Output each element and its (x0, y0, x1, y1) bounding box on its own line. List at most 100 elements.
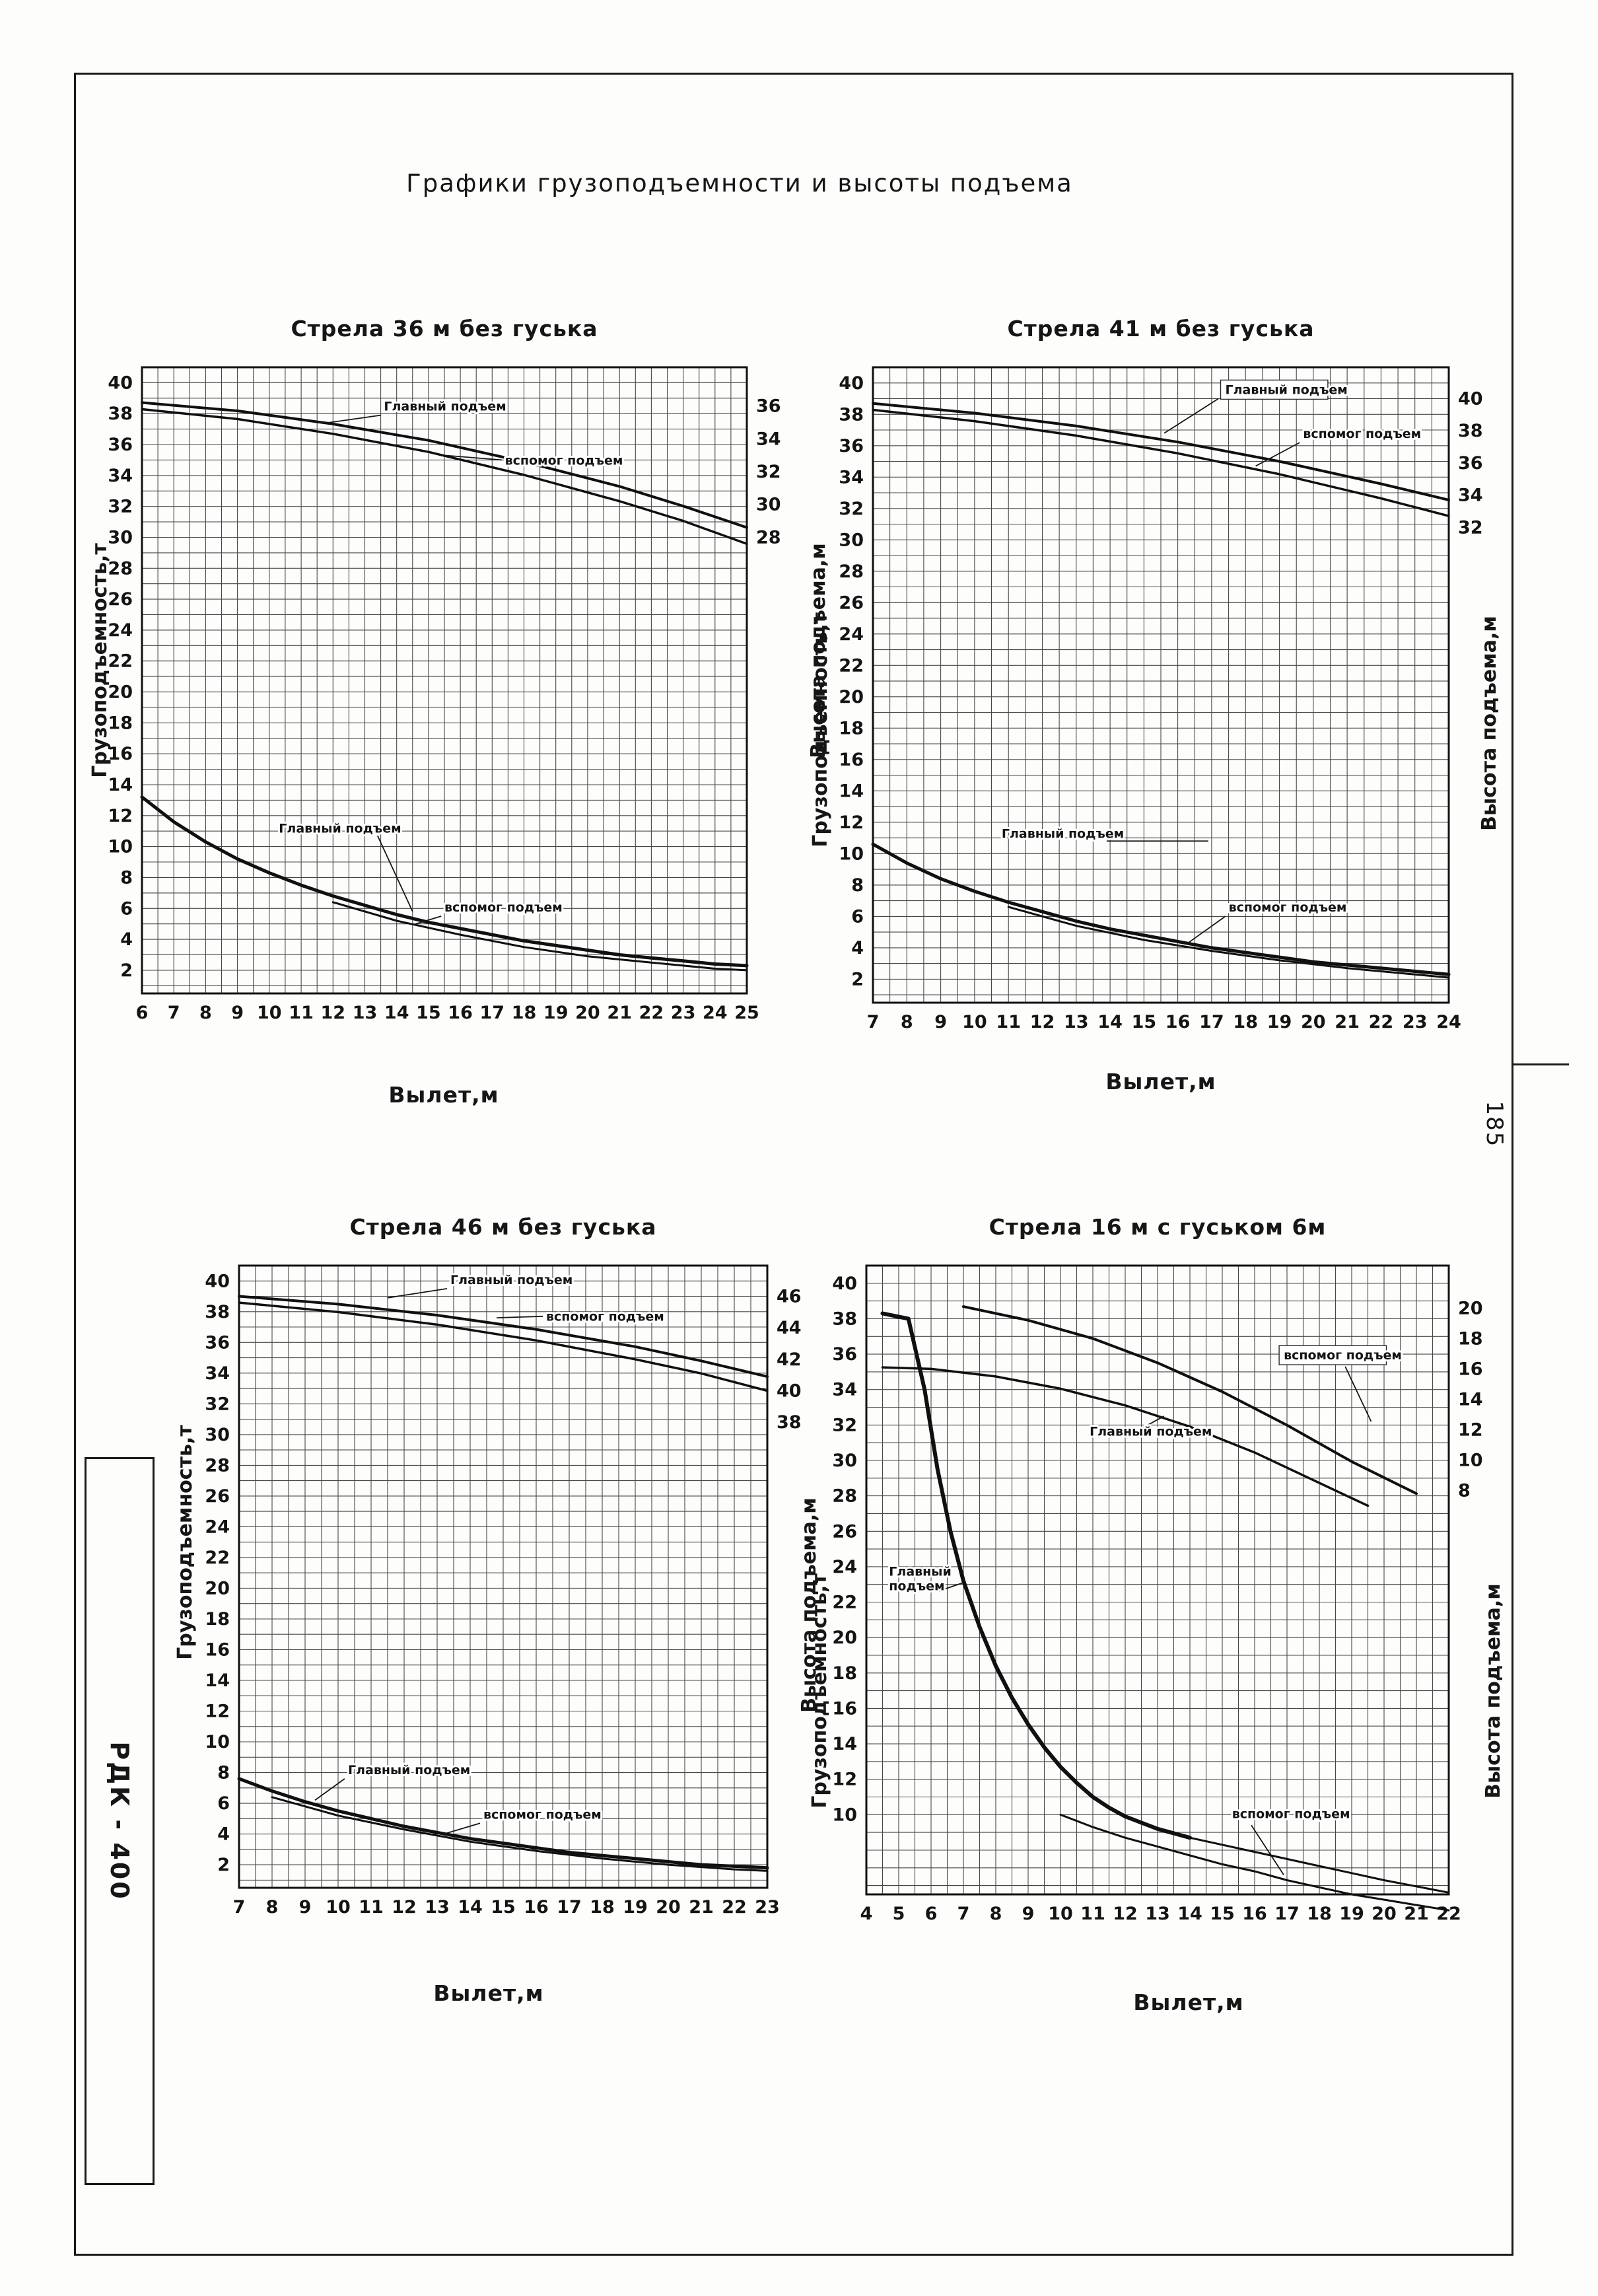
x-tick-label: 10 (962, 1012, 987, 1032)
annotation-leader-line (1187, 915, 1226, 944)
chart1-yaxis-left-title: Грузоподъемность,т (88, 543, 112, 778)
x-tick-label: 19 (1267, 1012, 1292, 1032)
y-left-tick-label: 20 (839, 687, 864, 707)
chart3-xaxis-title: Вылет,м (433, 1980, 544, 2006)
y-left-tick-label: 16 (108, 744, 133, 764)
x-tick-label: 9 (934, 1012, 947, 1032)
x-tick-label: 13 (353, 1003, 378, 1023)
annotation-label: Главный подъем (1002, 827, 1124, 842)
x-tick-label: 10 (257, 1003, 282, 1023)
x-tick-label: 22 (1369, 1012, 1394, 1032)
y-left-tick-label: 8 (851, 875, 864, 896)
x-tick-label: 6 (925, 1904, 938, 1924)
y-left-tick-label: 10 (832, 1805, 857, 1825)
annotation-leader-line (326, 414, 381, 424)
y-right-tick-label: 32 (1458, 517, 1483, 538)
annotation-leader-line (1251, 1824, 1284, 1875)
chart4-yaxis-left-title: Грузоподъемность,т (808, 1573, 831, 1809)
height-main-line (872, 402, 1450, 501)
annotation-label: Главный подъем (1226, 382, 1348, 397)
x-tick-label: 20 (1301, 1012, 1326, 1032)
x-tick-label: 21 (1335, 1012, 1360, 1032)
right-edge-tick-line (1513, 1063, 1569, 1065)
annotation-leader-line (387, 1288, 448, 1299)
x-tick-label: 20 (1372, 1904, 1397, 1924)
x-tick-label: 10 (1048, 1904, 1073, 1924)
x-tick-label: 18 (1307, 1904, 1332, 1924)
y-left-tick-label: 10 (839, 843, 864, 864)
y-left-tick-label: 22 (832, 1593, 857, 1613)
tick-labels: 6 7 8 9 10 11 12 13 14 15 16 17 18 19 20 21 22 23 24 252468… (108, 373, 781, 1023)
page-border-frame (74, 73, 1513, 2256)
x-tick-label: 9 (299, 1897, 312, 1918)
x-tick-label: 17 (557, 1897, 582, 1918)
x-tick-label: 7 (957, 1904, 970, 1924)
tick-labels: 7 8 9 10 11 12 13 14 15 16 17 18 19 20 21 22 23246810121… (205, 1271, 801, 1918)
height-main-line (238, 1295, 769, 1379)
y-right-tick-label: 42 (777, 1349, 802, 1370)
x-tick-label: 24 (1436, 1012, 1461, 1032)
x-tick-label: 22 (722, 1897, 747, 1918)
y-left-tick-label: 30 (205, 1425, 230, 1445)
annotation-label: Главный подъем (384, 400, 506, 414)
x-tick-label: 12 (1113, 1904, 1138, 1924)
x-tick-label: 14 (1177, 1904, 1202, 1924)
annotation-label: вспомог подъем (483, 1807, 602, 1822)
x-tick-label: 19 (623, 1897, 648, 1918)
y-left-tick-label: 26 (205, 1486, 230, 1507)
y-left-tick-label: 12 (839, 812, 864, 833)
annotation-label: Главный подъем (1090, 1424, 1212, 1439)
height-main-line (141, 401, 748, 529)
chart-4: 4 5 6 7 8 9 10 11 12 13 14 15 16 17 18 19 20 21 2210121416… (832, 1264, 1483, 1924)
x-tick-label: 24 (703, 1003, 728, 1023)
y-left-tick-label: 40 (108, 373, 133, 393)
y-left-tick-label: 22 (108, 651, 133, 672)
y-left-tick-label: 34 (205, 1363, 230, 1384)
grid (872, 367, 1449, 1003)
y-left-tick-label: 38 (205, 1302, 230, 1322)
y-left-tick-label: 38 (839, 404, 864, 425)
annotation-leader-line (314, 1778, 345, 1801)
chart4-xaxis-title: Вылет,м (1133, 1990, 1244, 2015)
x-tick-label: 22 (1436, 1904, 1461, 1924)
y-left-tick-label: 26 (832, 1521, 857, 1542)
y-left-tick-label: 34 (108, 466, 133, 486)
y-left-tick-label: 22 (839, 655, 864, 676)
side-label: РДК - 400 (105, 1741, 134, 1901)
annotation-leader-line (496, 1315, 543, 1318)
height-aux-line (962, 1305, 1418, 1495)
x-tick-label: 15 (1132, 1012, 1157, 1032)
y-right-tick-label: 40 (777, 1381, 802, 1402)
y-left-tick-label: 16 (832, 1698, 857, 1719)
x-tick-label: 20 (575, 1003, 600, 1023)
chart-2: 7 8 9 10 11 12 13 14 15 16 17 18 19 20 21 22 23 242468101… (839, 366, 1483, 1032)
x-tick-label: 11 (996, 1012, 1021, 1032)
annotation-leader-line (1255, 442, 1300, 467)
x-tick-label: 18 (512, 1003, 537, 1023)
y-right-tick-label: 34 (756, 429, 781, 449)
annotation-label: вспомог подъем (1284, 1348, 1402, 1363)
y-left-tick-label: 18 (108, 713, 133, 733)
x-tick-label: 17 (1274, 1904, 1300, 1924)
y-left-tick-label: 28 (205, 1455, 230, 1476)
x-tick-label: 16 (524, 1897, 549, 1918)
y-left-tick-label: 26 (839, 592, 864, 613)
y-left-tick-label: 28 (832, 1486, 857, 1507)
y-left-tick-label: 26 (108, 589, 133, 610)
y-right-tick-label: 36 (1458, 453, 1483, 474)
y-right-tick-label: 34 (1458, 485, 1483, 506)
annotation-label: Главный подъем (889, 1564, 952, 1593)
chart4-yaxis-right-title: Высота подъема,м (1482, 1583, 1505, 1799)
y-left-tick-label: 28 (108, 558, 133, 579)
x-tick-label: 8 (901, 1012, 913, 1032)
annotation-label: вспомог подъем (444, 900, 563, 915)
y-right-tick-label: 12 (1458, 1420, 1483, 1441)
annotation-leader-line (937, 1582, 964, 1593)
plot-frame (238, 1264, 769, 1889)
chart1-xaxis-title: Вылет,м (388, 1082, 499, 1108)
x-tick-label: 20 (656, 1897, 681, 1918)
x-tick-label: 8 (199, 1003, 212, 1023)
y-right-tick-label: 10 (1458, 1451, 1483, 1471)
